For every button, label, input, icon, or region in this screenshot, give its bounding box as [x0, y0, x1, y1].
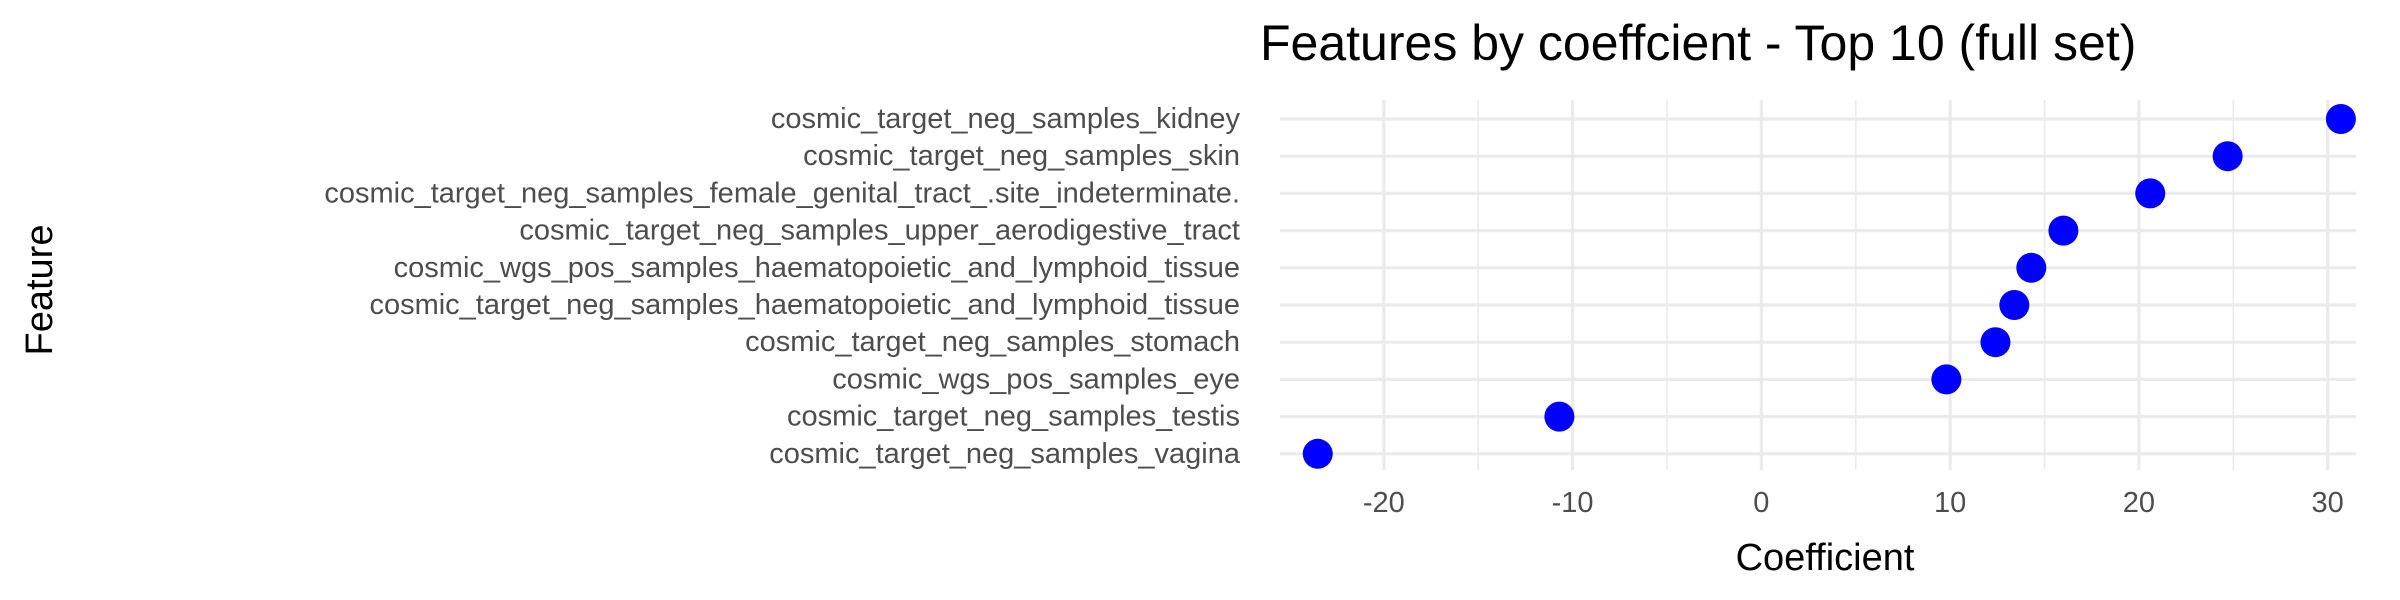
- x-tick-label: 10: [1934, 487, 1966, 519]
- y-tick-label: cosmic_wgs_pos_samples_haematopoietic_an…: [394, 252, 1240, 284]
- grid: [1280, 100, 2356, 470]
- data-point: [2048, 215, 2079, 246]
- x-tick-label: -10: [1552, 487, 1594, 519]
- y-tick-label: cosmic_target_neg_samples_skin: [803, 140, 1240, 172]
- y-tick-label: cosmic_target_neg_samples_female_genital…: [324, 177, 1240, 209]
- data-point: [1302, 438, 1333, 469]
- data-point: [2135, 178, 2166, 209]
- data-point: [1544, 401, 1575, 432]
- x-tick-labels: -20 -10 0 10 20 30: [1363, 487, 2344, 519]
- y-tick-label: cosmic_target_neg_samples_vagina: [769, 438, 1241, 470]
- x-tick-label: 20: [2123, 487, 2155, 519]
- y-tick-label: cosmic_target_neg_samples_testis: [787, 401, 1240, 433]
- x-tick-label: 30: [2312, 487, 2344, 519]
- x-tick-label: 0: [1753, 487, 1769, 519]
- data-point: [1999, 290, 2030, 320]
- y-tick-labels: cosmic_target_neg_samples_kidney cosmic_t…: [324, 103, 1241, 470]
- data-points: [1302, 104, 2356, 469]
- x-axis-title: Coefficient: [1736, 537, 1915, 579]
- y-tick-label: cosmic_target_neg_samples_haematopoietic…: [369, 289, 1240, 321]
- data-point: [1931, 364, 1962, 395]
- data-point: [2016, 252, 2047, 283]
- x-tick-label: -20: [1363, 487, 1405, 519]
- y-tick-label: cosmic_target_neg_samples_kidney: [771, 103, 1241, 135]
- y-tick-label: cosmic_target_neg_samples_upper_aerodige…: [519, 215, 1240, 247]
- y-tick-label: cosmic_wgs_pos_samples_eye: [832, 363, 1240, 395]
- y-axis-title: Feature: [19, 225, 61, 356]
- data-point: [2212, 141, 2243, 172]
- data-point: [1980, 327, 2011, 358]
- y-tick-label: cosmic_target_neg_samples_stomach: [745, 326, 1240, 358]
- data-point: [2325, 104, 2356, 134]
- chart-title: Features by coeffcient - Top 10 (full se…: [1260, 15, 2136, 71]
